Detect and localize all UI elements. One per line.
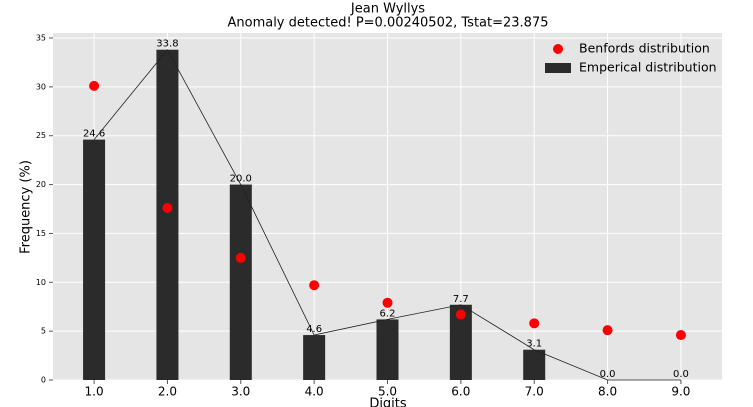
x-axis-label: Digits [369, 397, 407, 407]
point [455, 309, 466, 320]
x-tick-label: 2.0 [158, 385, 177, 399]
y-tick-label: 15 [36, 229, 46, 238]
x-tick-label: 9.0 [671, 385, 690, 399]
y-tick-label: 20 [36, 180, 46, 189]
x-tick-label: 4.0 [305, 385, 324, 399]
legend-marker [553, 44, 563, 54]
legend-label: Emperical distribution [579, 60, 717, 75]
value-label: 0.0 [600, 369, 616, 380]
bar [229, 184, 252, 380]
bar [449, 304, 472, 380]
x-tick-label: 8.0 [598, 385, 617, 399]
bar [156, 49, 179, 381]
chart-subtitle: Anomaly detected! P=0.00240502, Tstat=23… [227, 16, 548, 31]
bar [376, 319, 399, 380]
point [382, 297, 393, 308]
bar [303, 335, 326, 380]
x-tick-label: 7.0 [525, 385, 544, 399]
point [89, 80, 100, 91]
x-tick-label: 1.0 [85, 385, 104, 399]
point [529, 318, 540, 329]
trend-line [93, 49, 681, 381]
legend-marker [545, 63, 571, 73]
y-axis-label: Frequency (%) [19, 160, 34, 254]
value-label: 7.7 [453, 294, 469, 305]
y-tick-label: 0 [41, 376, 46, 385]
x-tick-label: 5.0 [378, 385, 397, 399]
x-tick-label: 3.0 [231, 385, 250, 399]
point [602, 325, 613, 336]
chart-title: Jean Wyllys [350, 2, 425, 17]
value-label: 0.0 [673, 369, 689, 380]
x-tick-label: 6.0 [451, 385, 470, 399]
bar [523, 349, 546, 380]
value-label: 3.1 [526, 339, 542, 350]
point [235, 252, 246, 263]
point [162, 203, 173, 214]
y-tick-label: 5 [41, 327, 46, 336]
value-label: 6.2 [380, 308, 396, 319]
value-label: 24.6 [83, 129, 105, 140]
bar [83, 139, 106, 380]
y-tick-label: 10 [36, 278, 46, 287]
y-tick-label: 25 [36, 131, 46, 140]
point [675, 330, 686, 341]
y-tick-label: 35 [36, 34, 46, 43]
y-tick-label: 30 [36, 82, 46, 91]
value-label: 33.8 [156, 39, 178, 50]
legend-label: Benfords distribution [579, 41, 710, 56]
value-label: 20.0 [230, 174, 252, 185]
point [309, 280, 320, 291]
value-label: 4.6 [306, 324, 322, 335]
